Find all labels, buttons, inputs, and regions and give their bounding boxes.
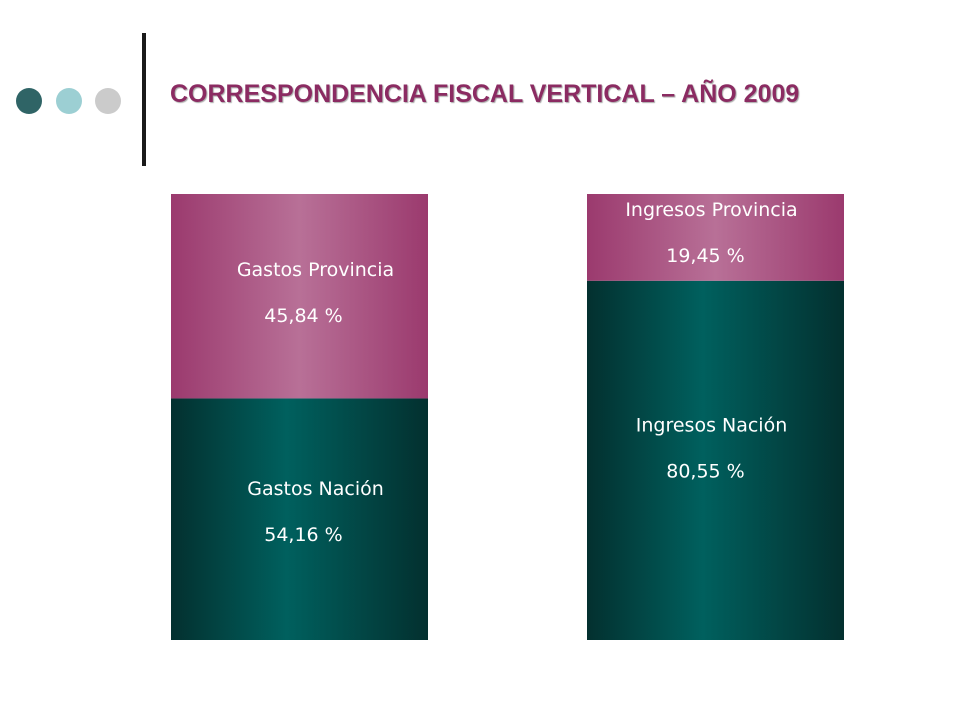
bar-segment-gastos-nacion [171, 398, 428, 640]
segment-label: Gastos Provincia [237, 259, 394, 281]
segment-value-label: 54,16 % [264, 524, 343, 546]
segment-label: Ingresos Nación [636, 415, 788, 437]
dark-teal-dot [16, 88, 42, 114]
gray-dot [95, 88, 121, 114]
bar-segment-ingresos-nacion [587, 280, 844, 640]
segment-label: Gastos Nación [247, 478, 384, 500]
bar-segment-ingresos-provincia [587, 194, 844, 281]
page-title: CORRESPONDENCIA FISCAL VERTICAL – AÑO 20… [170, 80, 800, 108]
title-divider [142, 33, 146, 166]
bar-segment-gastos-provincia [171, 194, 428, 399]
segment-value-label: 19,45 % [666, 245, 745, 267]
segment-value-label: 45,84 % [264, 305, 343, 327]
light-teal-dot [56, 88, 82, 114]
segment-label: Ingresos Provincia [625, 199, 797, 221]
segment-value-label: 80,55 % [666, 461, 745, 483]
